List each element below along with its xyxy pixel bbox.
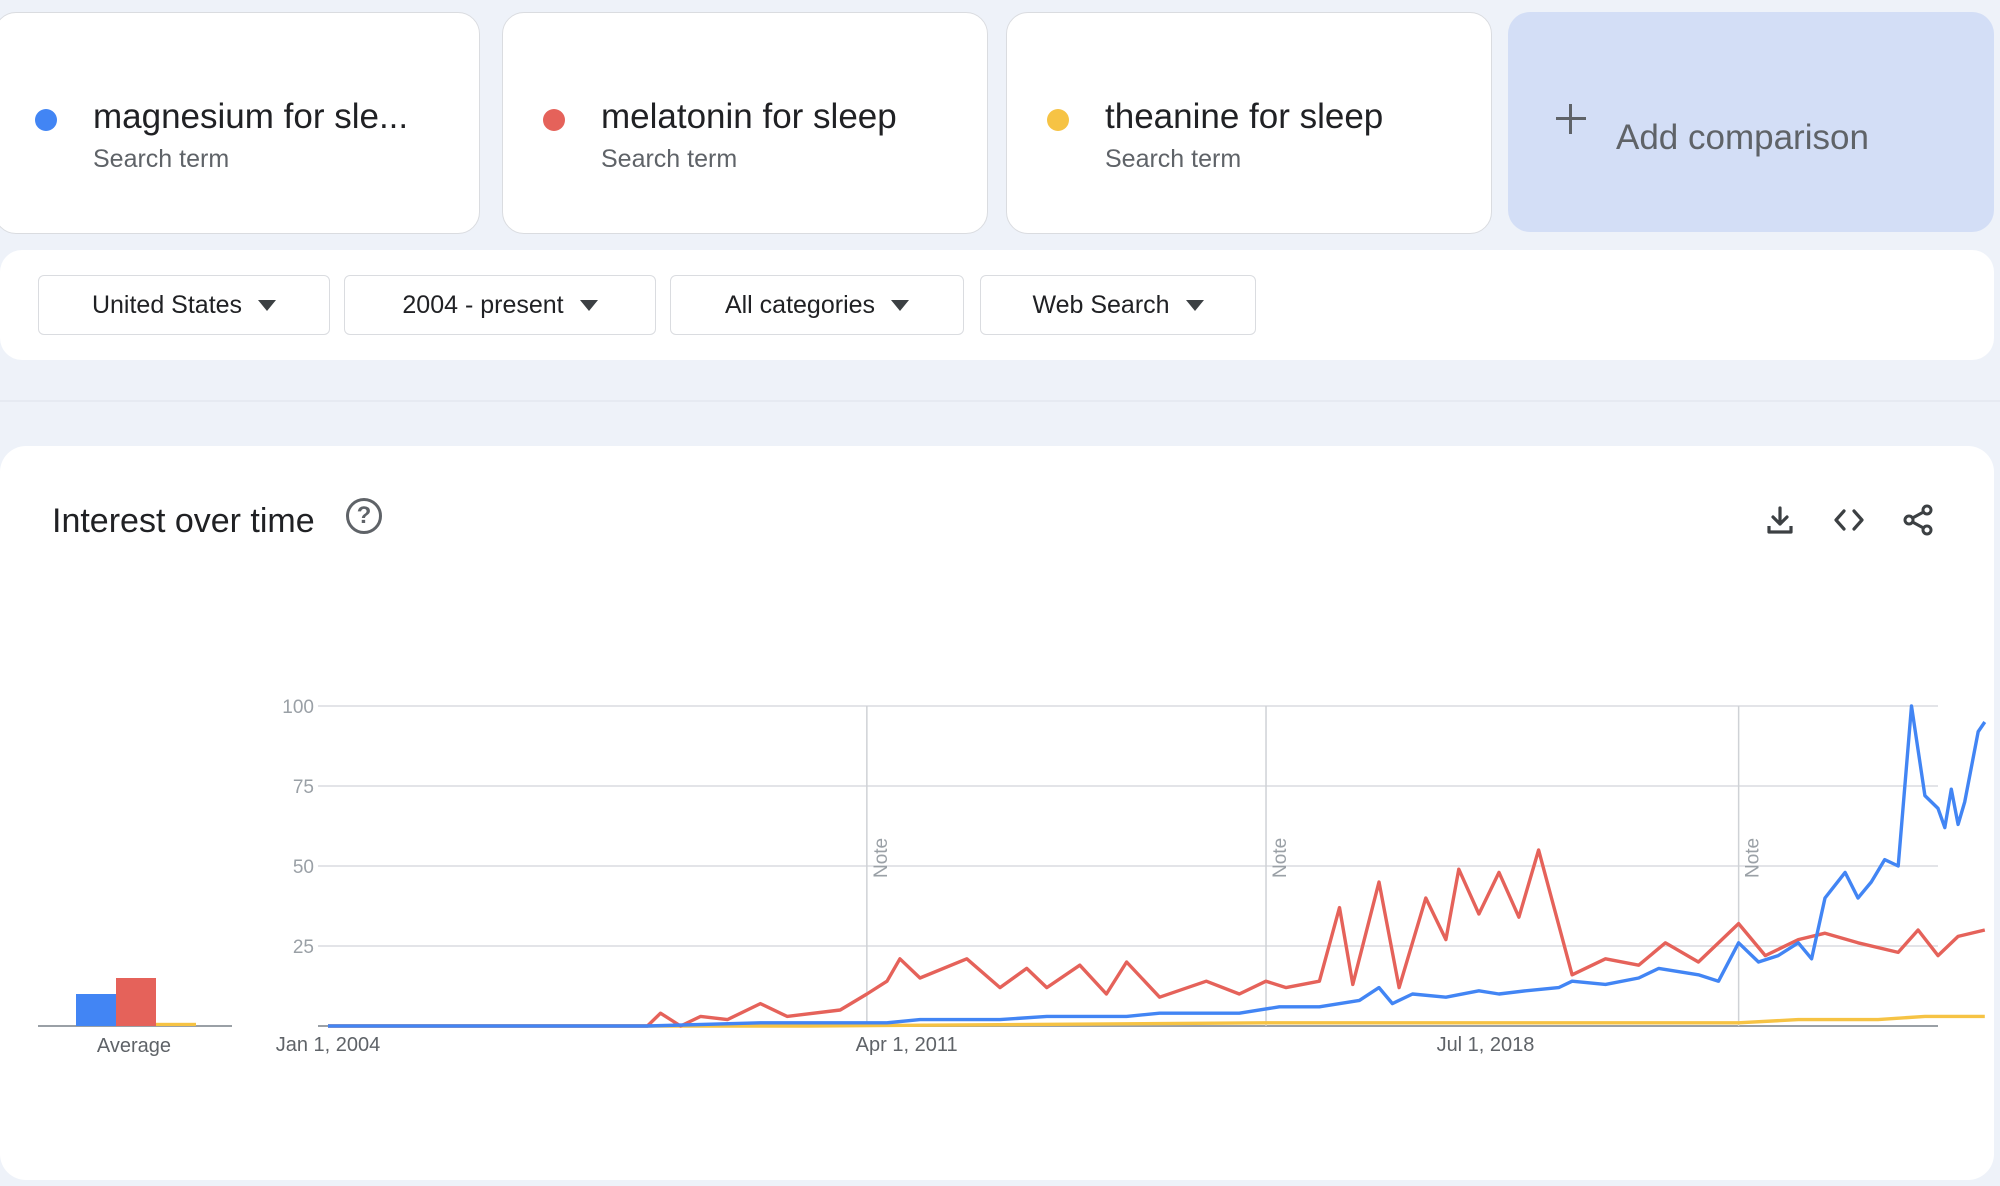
series-line-0 xyxy=(328,704,1987,1028)
term-name: theanine for sleep xyxy=(1105,97,1384,136)
time-range-dropdown[interactable]: 2004 - present xyxy=(344,275,656,335)
interest-over-time-chart: Average 25 50 75 100 Note Note Note Jan 1, 20… xyxy=(38,697,1987,1057)
x-tick-label: Apr 1, 2011 xyxy=(856,1034,958,1056)
x-tick-label: Jul 1, 2018 xyxy=(1437,1034,1535,1056)
category-dropdown-label: All categories xyxy=(724,290,876,319)
term-type-label: Search term xyxy=(93,145,230,173)
average-bar-chart: Average xyxy=(38,978,232,1057)
embed-code-icon[interactable] xyxy=(1831,502,1867,538)
average-bar xyxy=(156,1022,196,1026)
panel-title: Interest over time xyxy=(52,502,315,540)
caret-down-icon xyxy=(258,299,277,311)
series-line-2 xyxy=(328,1014,1985,1028)
average-bar xyxy=(116,978,156,1026)
region-dropdown[interactable]: United States xyxy=(38,275,330,335)
chart-x-axis: Jan 1, 2004 Apr 1, 2011 Jul 1, 2018 xyxy=(276,1034,1535,1056)
term-card-magnesium[interactable]: magnesium for sle... Search term xyxy=(0,12,480,234)
term-color-dot xyxy=(1047,109,1069,131)
note-label: Note xyxy=(1270,838,1291,878)
term-card-melatonin[interactable]: melatonin for sleep Search term xyxy=(502,12,988,234)
filter-bar: United States 2004 - present All categor… xyxy=(0,250,1994,360)
search-type-dropdown-label: Web Search xyxy=(1032,290,1170,319)
download-icon[interactable] xyxy=(1762,502,1798,538)
note-label: Note xyxy=(871,838,892,878)
section-divider xyxy=(0,400,2000,402)
note-label: Note xyxy=(1743,838,1764,878)
category-dropdown[interactable]: All categories xyxy=(670,275,964,335)
term-name: melatonin for sleep xyxy=(601,97,897,136)
term-type-label: Search term xyxy=(1105,145,1242,173)
average-bar xyxy=(76,994,116,1026)
caret-down-icon xyxy=(891,299,910,311)
caret-down-icon xyxy=(579,299,598,311)
share-icon[interactable] xyxy=(1900,502,1936,538)
add-comparison-button[interactable]: Add comparison xyxy=(1508,12,1994,232)
chart-notes: Note Note Note xyxy=(866,706,1764,1026)
y-tick-label: 25 xyxy=(293,937,314,958)
term-name: magnesium for sle... xyxy=(93,97,409,136)
chart-series-lines xyxy=(328,704,1987,1028)
region-dropdown-label: United States xyxy=(91,290,243,319)
interest-over-time-panel: Interest over time ? Average 25 50 75 100 N… xyxy=(0,446,1994,1180)
time-range-dropdown-label: 2004 - present xyxy=(402,290,564,319)
y-tick-label: 100 xyxy=(282,697,314,718)
plus-icon xyxy=(1556,104,1586,134)
series-line-1 xyxy=(328,848,1986,1028)
help-circle-icon[interactable]: ? xyxy=(346,498,382,534)
average-label: Average xyxy=(97,1035,171,1057)
term-color-dot xyxy=(35,109,57,131)
term-type-label: Search term xyxy=(601,145,738,173)
caret-down-icon xyxy=(1185,299,1204,311)
term-card-theanine[interactable]: theanine for sleep Search term xyxy=(1006,12,1492,234)
add-comparison-label: Add comparison xyxy=(1616,118,1869,157)
term-color-dot xyxy=(543,109,565,131)
x-tick-label: Jan 1, 2004 xyxy=(276,1034,381,1056)
y-tick-label: 50 xyxy=(293,857,314,878)
y-tick-label: 75 xyxy=(293,777,314,798)
search-type-dropdown[interactable]: Web Search xyxy=(980,275,1256,335)
chart-gridlines: 25 50 75 100 xyxy=(282,697,1938,1027)
